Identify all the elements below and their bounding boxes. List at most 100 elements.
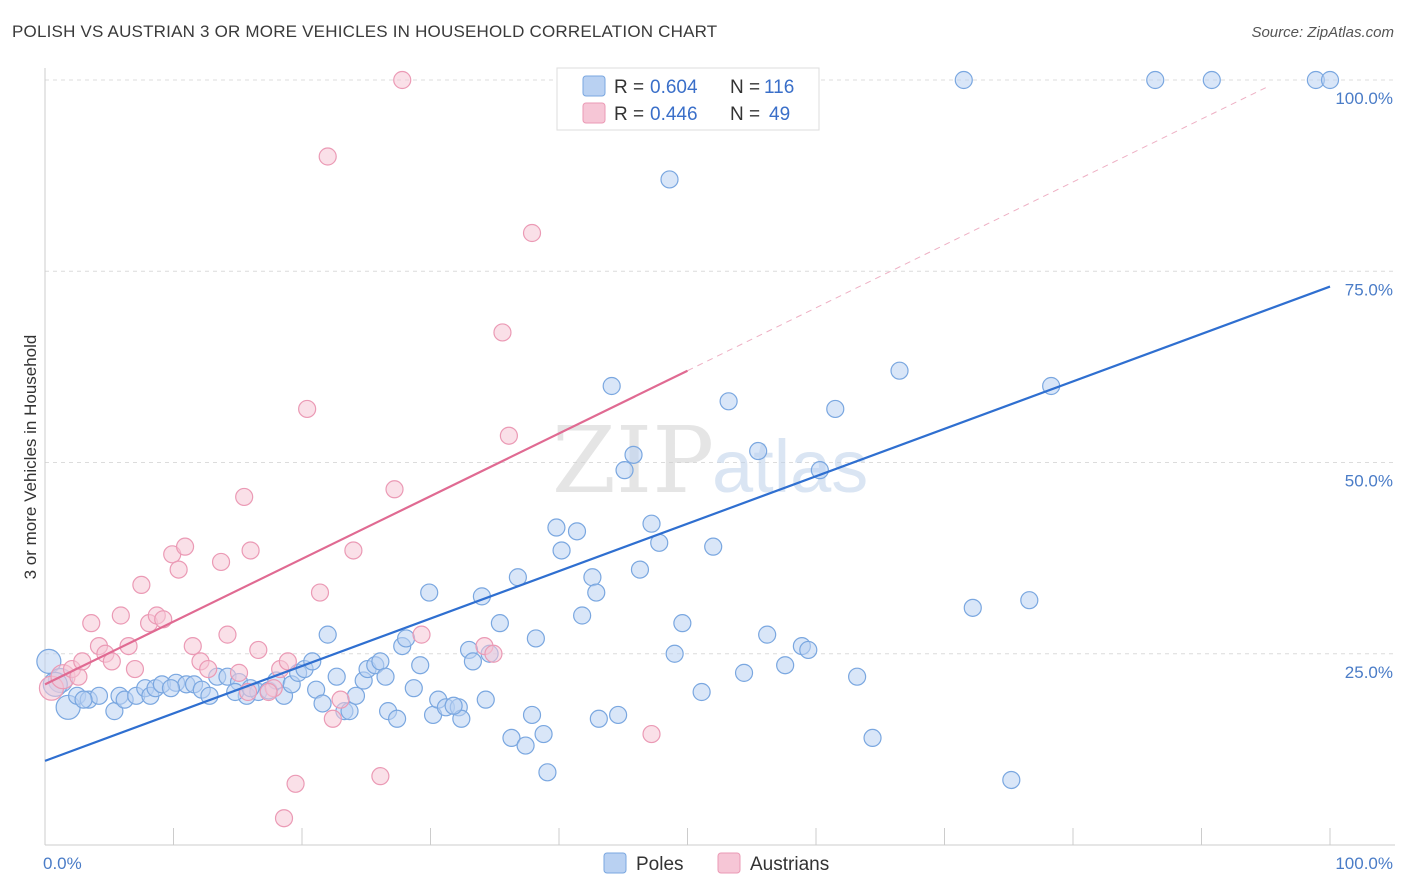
poles-point-33 xyxy=(318,625,337,644)
poles-point-95 xyxy=(890,361,909,380)
poles-series-label: Poles xyxy=(636,854,684,875)
poles-point-92 xyxy=(826,399,845,419)
y-tick-label-25: 25.0% xyxy=(1345,663,1393,682)
trend-lines xyxy=(44,87,1331,762)
austrians-r-label: R = xyxy=(614,104,644,125)
source-label: Source: ZipAtlas.com xyxy=(1251,24,1394,41)
austrians-legend-swatch xyxy=(582,102,606,124)
poles-point-67 xyxy=(552,541,571,560)
poles-point-99 xyxy=(1020,591,1039,610)
austrians-point-33 xyxy=(318,147,337,166)
poles-point-112 xyxy=(534,724,553,744)
austrians-r-value: 0.446 xyxy=(650,104,698,125)
poles-point-65 xyxy=(538,763,557,782)
austrians-point-9 xyxy=(111,606,130,625)
poles-point-90 xyxy=(799,640,818,660)
poles-point-60 xyxy=(502,728,521,748)
poles-point-37 xyxy=(346,686,366,705)
poles-point-93 xyxy=(848,667,867,686)
poles-trend-line xyxy=(44,285,1331,762)
poles-series-swatch xyxy=(603,852,627,874)
poles-n-label: N = xyxy=(730,77,760,98)
austrians-point-42 xyxy=(484,644,503,663)
y-tick-labels: 25.0% 50.0% 75.0% 100.0% xyxy=(1335,89,1393,682)
austrians-n-value: 49 xyxy=(769,104,790,125)
poles-n-value: 116 xyxy=(764,77,794,98)
poles-point-80 xyxy=(665,644,684,663)
austrians-point-24 xyxy=(229,663,249,682)
poles-point-5 xyxy=(89,686,109,705)
poles-point-101 xyxy=(1146,70,1165,90)
watermark: ZIP atlas xyxy=(552,407,868,514)
austrians-trend-line xyxy=(44,369,688,686)
austrians-point-47 xyxy=(642,724,661,744)
austrians-point-5 xyxy=(82,614,101,633)
austrians-point-36 xyxy=(344,541,363,560)
poles-point-86 xyxy=(749,441,768,461)
poles-point-66 xyxy=(547,518,566,537)
y-tick-label-50: 50.0% xyxy=(1345,472,1393,491)
austrians-point-26 xyxy=(249,640,268,660)
austrians-point-38 xyxy=(385,480,404,499)
poles-point-55 xyxy=(463,652,483,671)
poles-point-97 xyxy=(963,598,982,617)
poles-point-83 xyxy=(704,537,723,556)
poles-point-73 xyxy=(602,376,621,396)
austrians-point-48 xyxy=(235,487,254,507)
poles-point-74 xyxy=(615,461,634,480)
austrians-point-43 xyxy=(493,323,512,342)
poles-point-88 xyxy=(776,656,795,675)
poles-point-62 xyxy=(516,736,535,755)
austrians-point-21 xyxy=(199,659,218,679)
poles-r-label: R = xyxy=(614,77,644,98)
austrians-point-34 xyxy=(323,709,342,728)
poles-point-96 xyxy=(954,70,973,90)
poles-point-18 xyxy=(200,686,219,705)
x-tick-label-100: 100.0% xyxy=(1335,854,1393,873)
austrians-point-51 xyxy=(274,809,294,828)
austrians-point-39 xyxy=(393,70,412,90)
austrians-point-19 xyxy=(183,636,202,656)
poles-point-104 xyxy=(1320,70,1340,90)
poles-point-107 xyxy=(161,679,181,698)
austrians-point-40 xyxy=(412,625,431,644)
poles-point-71 xyxy=(587,583,606,602)
poles-point-34 xyxy=(327,667,346,686)
poles-point-79 xyxy=(660,170,679,189)
poles-point-102 xyxy=(1202,70,1221,90)
poles-legend-swatch xyxy=(582,75,606,97)
austrians-point-30 xyxy=(286,774,305,793)
poles-point-48 xyxy=(420,583,439,602)
austrians-point-29 xyxy=(278,652,297,671)
poles-point-85 xyxy=(734,663,754,682)
poles-point-110 xyxy=(376,667,395,686)
poles-point-81 xyxy=(673,614,692,633)
poles-point-70 xyxy=(583,568,602,587)
austrians-trend-extension xyxy=(687,87,1266,372)
austrians-point-22 xyxy=(211,552,231,572)
poles-r-value: 0.604 xyxy=(650,77,698,98)
poles-point-64 xyxy=(526,629,545,648)
poles-point-57 xyxy=(476,690,495,709)
austrians-point-32 xyxy=(310,583,330,602)
austrians-point-50 xyxy=(259,682,278,702)
poles-point-59 xyxy=(490,614,509,633)
y-tick-label-100: 100.0% xyxy=(1335,89,1393,108)
austrians-series-label: Austrians xyxy=(750,854,829,875)
poles-point-77 xyxy=(642,514,661,533)
poles-point-72 xyxy=(589,709,608,728)
austrians-point-44 xyxy=(499,426,518,445)
stats-legend: R = 0.604 N = 116 R = 0.446 N = 49 xyxy=(556,67,820,131)
poles-point-45 xyxy=(396,629,416,648)
y-tick-label-75: 75.0% xyxy=(1345,280,1393,299)
y-axis-title: 3 or more Vehicles in Household xyxy=(21,335,40,580)
poles-point-111 xyxy=(444,696,463,715)
axes xyxy=(44,68,1395,846)
poles-point-43 xyxy=(387,709,407,728)
austrians-point-35 xyxy=(331,690,350,709)
poles-point-75 xyxy=(624,445,643,464)
chart-title: POLISH VS AUSTRIAN 3 OR MORE VEHICLES IN… xyxy=(12,22,718,41)
series-legend: Poles Austrians xyxy=(603,852,829,875)
poles-point-82 xyxy=(692,682,711,702)
